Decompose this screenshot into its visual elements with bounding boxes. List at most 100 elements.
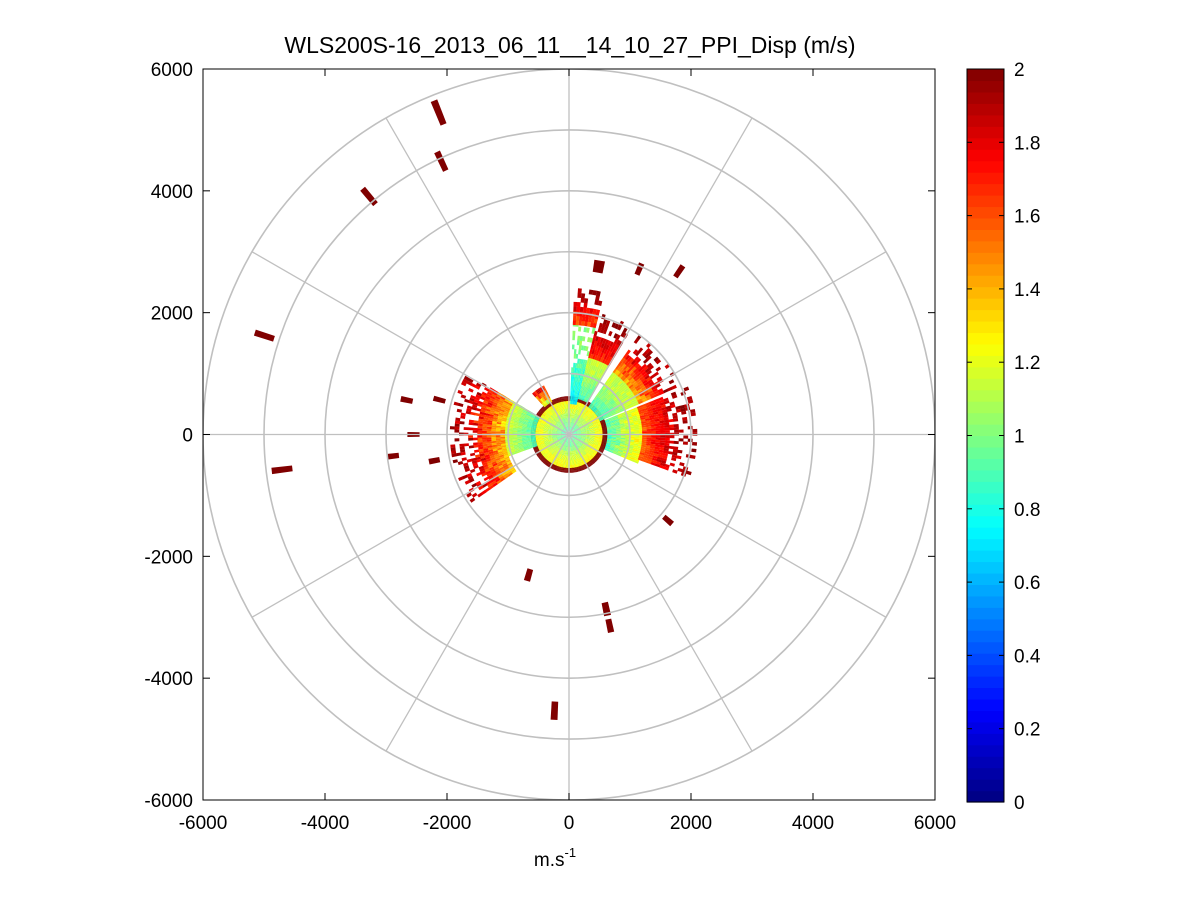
- radar-cell: [628, 376, 634, 381]
- radar-cell: [584, 448, 589, 452]
- radar-cell: [667, 451, 673, 455]
- radar-cell: [556, 411, 560, 416]
- radar-cell: [629, 429, 635, 432]
- radar-cell: [575, 454, 578, 460]
- radar-cell: [605, 423, 611, 426]
- radar-cell: [557, 436, 562, 438]
- radar-cell: [650, 402, 656, 407]
- radar-cell: [552, 450, 556, 455]
- radar-cell: [492, 482, 498, 487]
- radar-cell: [563, 446, 566, 451]
- radar-cell: [499, 397, 505, 402]
- radar-cell: [552, 432, 557, 434]
- radar-cell: [592, 354, 596, 360]
- radar-cell: [670, 404, 676, 409]
- radar-cell: [538, 439, 544, 442]
- radar-cell: [646, 435, 652, 438]
- radar-cell: [646, 430, 652, 434]
- radar-cell: [538, 411, 543, 415]
- radar-cell: [553, 419, 558, 423]
- radar-cell: [473, 422, 479, 426]
- radar-cell: [613, 333, 618, 339]
- radar-cell: [603, 415, 608, 419]
- radar-cell: [602, 436, 608, 438]
- radar-cell: [597, 452, 602, 456]
- radar-cell: [534, 448, 540, 452]
- radar-cell: [576, 436, 581, 438]
- radar-cell: [605, 401, 610, 406]
- radar-cell: [616, 437, 621, 440]
- radar-cell: [575, 444, 579, 449]
- radar-cell: [557, 429, 563, 432]
- radar-cell: [569, 460, 571, 466]
- radar-cell: [618, 416, 623, 419]
- radar-cell: [575, 454, 578, 460]
- radar-cell: [582, 414, 586, 419]
- far-echo: [430, 99, 447, 126]
- radar-cell: [651, 426, 656, 429]
- radar-cell: [573, 467, 575, 473]
- radar-cell: [583, 377, 587, 383]
- radar-cell: [512, 441, 518, 444]
- radar-cell: [581, 413, 585, 418]
- radar-cell: [517, 424, 523, 427]
- radar-cell: [658, 449, 664, 453]
- radar-cell: [655, 444, 661, 448]
- radar-cell: [616, 410, 621, 414]
- radar-cell: [497, 418, 503, 421]
- radar-cell: [565, 441, 567, 447]
- radar-cell: [515, 414, 521, 418]
- radar-cell: [557, 458, 560, 464]
- radar-cell: [615, 442, 621, 445]
- radar-cell: [543, 449, 548, 453]
- radar-cell: [520, 413, 526, 417]
- radar-cell: [565, 422, 567, 428]
- radar-cell: [592, 385, 596, 391]
- radar-cell: [580, 438, 586, 441]
- radar-cell: [600, 444, 606, 448]
- radar-cell: [575, 439, 580, 443]
- radar-cell: [627, 414, 633, 418]
- radar-cell: [633, 460, 639, 464]
- radar-cell: [583, 424, 589, 428]
- radar-cell: [672, 415, 678, 419]
- radar-cell: [549, 397, 553, 403]
- radar-cell: [512, 408, 518, 412]
- radar-cell: [560, 467, 562, 472]
- radar-cell: [552, 445, 557, 449]
- radar-cell: [552, 435, 557, 436]
- radar-cell: [556, 466, 559, 471]
- radar-cell: [569, 437, 571, 443]
- radar-cell: [581, 381, 584, 387]
- radar-cell: [586, 358, 590, 365]
- radar-cell: [566, 437, 569, 442]
- radar-cell: [551, 421, 556, 425]
- radar-cell: [588, 403, 592, 408]
- radar-cell: [517, 436, 522, 438]
- radar-cell: [565, 403, 567, 409]
- radar-cell: [552, 438, 558, 440]
- radar-cell: [573, 394, 575, 400]
- radar-cell: [572, 344, 575, 350]
- radar-cell: [530, 429, 536, 432]
- radar-cell: [541, 391, 546, 397]
- radar-cell: [596, 404, 601, 409]
- radar-cell: [580, 427, 585, 430]
- radar-cell: [557, 421, 561, 426]
- radar-cell: [569, 442, 571, 447]
- radar-cell: [583, 455, 588, 460]
- radar-cell: [558, 426, 563, 430]
- radar-cell: [594, 366, 598, 372]
- radar-cell: [557, 443, 561, 447]
- radar-cell: [574, 419, 577, 424]
- radar-cell: [550, 422, 556, 426]
- radar-cell: [588, 422, 593, 426]
- radar-cell: [592, 290, 598, 296]
- colorbar-band: [967, 91, 1004, 104]
- radar-cell: [592, 335, 597, 341]
- radar-cell: [567, 446, 569, 452]
- radar-cell: [551, 414, 556, 419]
- radar-cell: [559, 439, 564, 443]
- radar-cell: [455, 417, 461, 422]
- radar-cell: [558, 405, 561, 411]
